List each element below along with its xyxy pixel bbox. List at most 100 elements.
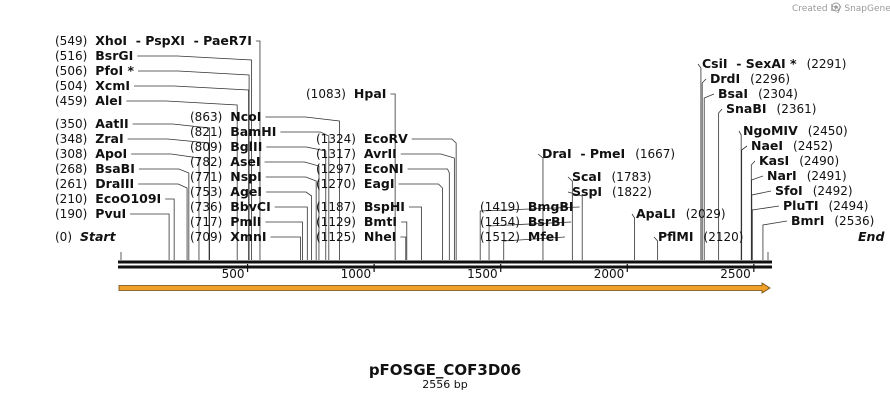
site-position: (717) — [190, 215, 222, 229]
site-position: (2120) — [704, 230, 744, 244]
site-pflmi: PflMI (2120) — [658, 229, 743, 244]
cut-line-avrii — [400, 153, 455, 260]
site-bmgbi: (1419) BmgBI — [480, 199, 574, 214]
site-nspi: (771) NspI — [190, 169, 262, 184]
plasmid-name: pFOSGE_COF3D06 — [369, 361, 521, 379]
sequence-backbone — [118, 260, 772, 269]
site-bamhi: (821) BamHI — [190, 124, 276, 139]
site-bmri: BmrI (2536) — [791, 213, 874, 228]
site-position: (308) — [55, 147, 87, 161]
site-position: (2296) — [750, 72, 790, 86]
site-position: (506) — [55, 64, 87, 78]
site-position: (809) — [190, 140, 222, 154]
site-position: (210) — [55, 192, 87, 206]
site-position: (190) — [55, 207, 87, 221]
cut-line-bsabi — [138, 168, 190, 260]
enzyme-name: AseI — [230, 154, 260, 169]
site-position: (736) — [190, 200, 222, 214]
cut-line-econi — [407, 168, 450, 260]
site-bglii: (809) BglII — [190, 139, 262, 154]
enzyme-name: BsaI — [718, 86, 748, 101]
enzyme-name: PflMI — [658, 229, 694, 244]
enzyme-name: EcoO109I — [95, 191, 161, 206]
cut-line-sspi — [567, 191, 583, 260]
enzyme-name: AatII — [95, 116, 128, 131]
enzyme-name: BsaBI — [95, 161, 135, 176]
cut-line-ngomiv — [738, 130, 742, 260]
site-position: (268) — [55, 162, 87, 176]
credit-text: Created by SnapGene — [792, 4, 890, 14]
site-ncoi: (863) NcoI — [190, 109, 261, 124]
cut-line-alei — [126, 100, 238, 260]
enzyme-name: BmtI — [364, 214, 397, 229]
tick-label-1000: 1000 — [341, 267, 372, 281]
cut-line-mfei — [503, 236, 565, 260]
site-position: (516) — [55, 49, 87, 63]
site-asei: (782) AseI — [190, 154, 261, 169]
site-apali: ApaLI (2029) — [636, 206, 726, 221]
cut-line-pflmi — [653, 236, 659, 260]
site-position: (1270) — [316, 177, 356, 191]
cut-line-nspi — [265, 176, 317, 260]
enzyme-name: ScaI — [572, 169, 602, 184]
enzyme-name: DrdI — [710, 71, 740, 86]
site-econi: (1297) EcoNI — [316, 161, 404, 176]
cut-line-xcmi — [134, 85, 249, 260]
cut-line-apoi — [131, 153, 200, 260]
enzyme-name: AgeI — [230, 184, 262, 199]
site-position: (2491) — [807, 169, 847, 183]
site-alei: (459) AleI — [55, 93, 122, 108]
cut-line-pmli — [265, 221, 303, 260]
enzyme-name: XcmI — [95, 78, 130, 93]
site-bsabi: (268) BsaBI — [55, 161, 135, 176]
snapgene-logo-icon — [831, 2, 841, 12]
site-bsai: BsaI (2304) — [718, 86, 798, 101]
enzyme-name: PmlI — [230, 214, 261, 229]
cut-line-bsai — [703, 93, 715, 260]
site-position: (1297) — [316, 162, 356, 176]
cut-line-eagi — [398, 183, 443, 260]
site-scai: ScaI (1783) — [572, 169, 651, 184]
site-position: (2291) — [807, 57, 847, 71]
enzyme-name: SfoI — [775, 183, 803, 198]
cut-line-bmri — [762, 220, 788, 260]
site-hpai: (1083) HpaI — [306, 86, 386, 101]
site-nari: NarI (2491) — [767, 168, 847, 183]
site-kasi: KasI (2490) — [759, 153, 839, 168]
cut-line-bamhi — [280, 131, 330, 260]
enzyme-name: BamHI — [230, 124, 276, 139]
site-bbvci: (736) BbvCI — [190, 199, 271, 214]
tick-label-1500: 1500 — [467, 267, 498, 281]
site-position: (549) — [55, 34, 87, 48]
site-avrii: (1317) AvrII — [316, 146, 397, 161]
enzyme-name: KasI — [759, 153, 789, 168]
cut-line-bglii — [266, 146, 327, 260]
enzyme-name: XmnI — [230, 229, 266, 244]
site-mfei: (1512) MfeI — [480, 229, 559, 244]
site-position: (1083) — [306, 87, 346, 101]
cut-line-nhei — [400, 236, 407, 260]
scale-ticks: 500 1000 1500 2000 2500 — [222, 264, 755, 281]
cut-line-xhoi-pspxi-paer7i — [255, 40, 261, 260]
cut-line-csii-sexai — [697, 63, 702, 260]
enzyme-name: SnaBI — [726, 101, 767, 116]
cut-line-agei — [266, 191, 313, 260]
enzyme-name: PluTI — [783, 198, 819, 213]
site-position: (1454) — [480, 215, 520, 229]
site-apoi: (308) ApoI — [55, 146, 127, 161]
site-position: (261) — [55, 177, 87, 191]
site-ngomiv: NgoMIV (2450) — [743, 123, 848, 138]
site-bmti: (1129) BmtI — [316, 214, 397, 229]
site-position: (1512) — [480, 230, 520, 244]
site-xcmi: (504) XcmI — [55, 78, 130, 93]
site-pmli: (717) PmlI — [190, 214, 261, 229]
site-drai-pmei: DraI - PmeI (1667) — [542, 146, 675, 161]
site-pfoi: (506) PfoI * — [55, 63, 134, 78]
cut-line-scai — [567, 176, 573, 260]
enzyme-name: EagI — [364, 176, 395, 191]
site-position: (782) — [190, 155, 222, 169]
site-naei: NaeI (2452) — [751, 138, 833, 153]
cut-line-zrai — [127, 138, 210, 260]
cut-line-draiii — [138, 183, 188, 260]
